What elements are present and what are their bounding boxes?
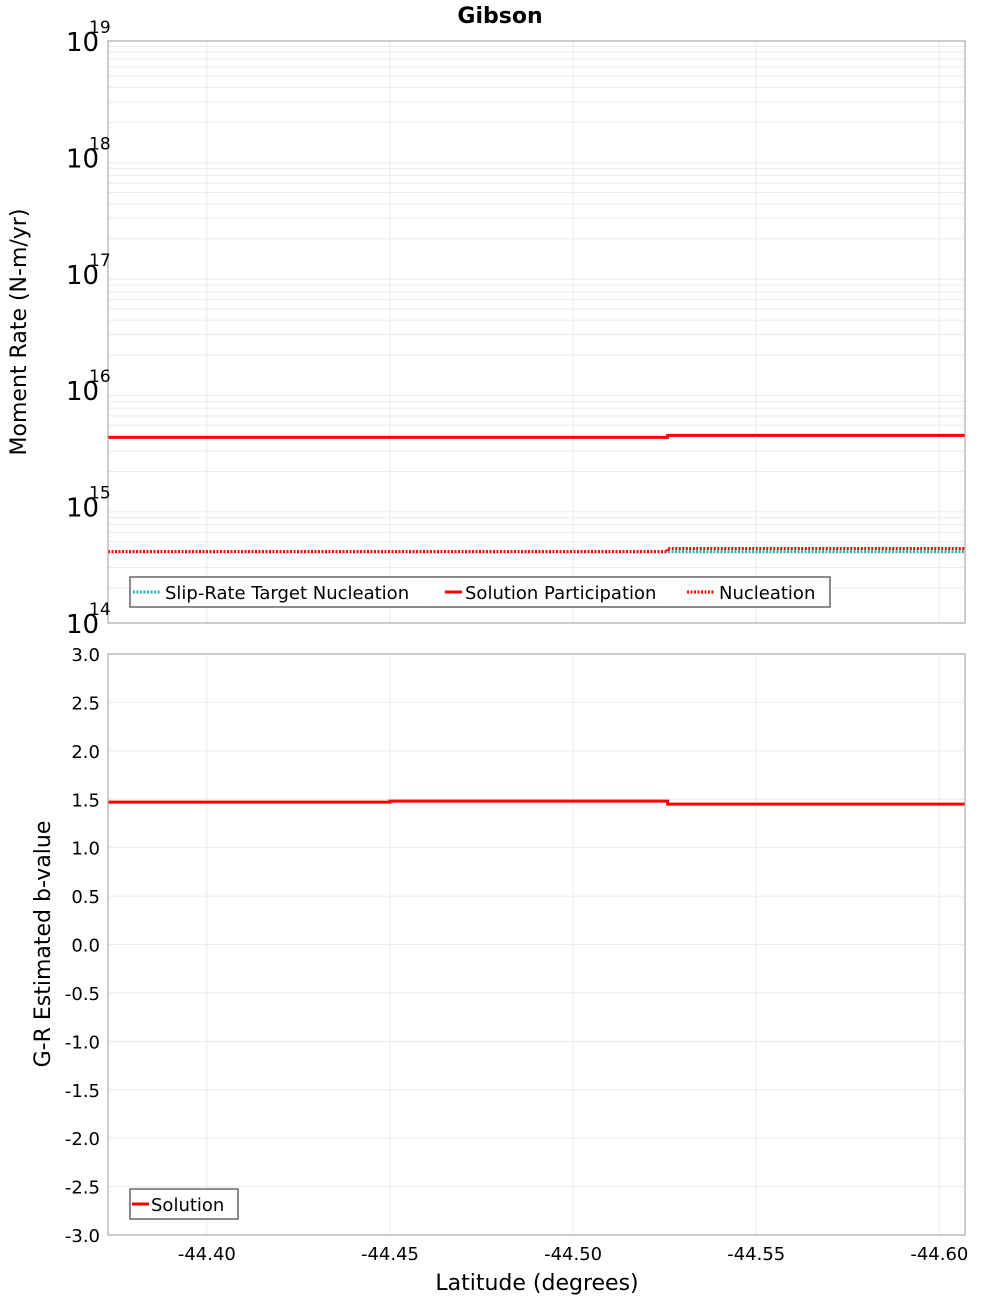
y-tick-label: 10 bbox=[66, 377, 99, 407]
legend-nucleation-label: Nucleation bbox=[719, 583, 815, 604]
y-tick-label: 2.5 bbox=[71, 693, 100, 714]
series-line bbox=[108, 799, 965, 806]
y-tick-label: -3.0 bbox=[65, 1226, 100, 1247]
y-tick-label: 10 bbox=[66, 28, 99, 58]
y-tick-label: 3.0 bbox=[71, 645, 100, 666]
legend-solution-participation-label: Solution Participation bbox=[465, 583, 656, 604]
y-tick-exponent: 15 bbox=[89, 484, 111, 504]
y-tick-label: 1.0 bbox=[71, 839, 100, 860]
x-tick-label: -44.55 bbox=[727, 1244, 785, 1265]
b-value-panel: 3.0 2.5 2.0 1.5 1.0 0.5 0.0 -0.5 -1.0 -1.5 -2.0 -2.… bbox=[31, 645, 968, 1296]
x-axis-label: Latitude (degrees) bbox=[435, 1271, 638, 1296]
chart-title: Gibson bbox=[457, 4, 542, 29]
bottom-y-axis-label: G-R Estimated b-value bbox=[31, 821, 56, 1068]
y-tick-label: 10 bbox=[66, 144, 99, 174]
x-tick-label: -44.40 bbox=[178, 1244, 236, 1265]
legend-solution-label: Solution bbox=[151, 1195, 224, 1216]
y-tick-label: -2.5 bbox=[65, 1178, 100, 1199]
y-tick-label: 2.0 bbox=[71, 742, 100, 763]
y-tick-exponent: 16 bbox=[89, 367, 111, 387]
y-tick-label: -2.0 bbox=[65, 1129, 100, 1150]
top-plot-area bbox=[108, 41, 965, 623]
y-tick-label: -1.0 bbox=[65, 1032, 100, 1053]
x-tick-label: -44.60 bbox=[910, 1244, 968, 1265]
top-series bbox=[108, 433, 965, 554]
y-tick-exponent: 18 bbox=[89, 134, 111, 154]
x-tick-label: -44.50 bbox=[544, 1244, 602, 1265]
y-tick-label: 10 bbox=[66, 494, 99, 524]
y-tick-label: 10 bbox=[66, 261, 99, 291]
y-tick-label: -1.5 bbox=[65, 1081, 100, 1102]
series-line bbox=[108, 433, 965, 439]
legend-target-nucleation-label: Slip-Rate Target Nucleation bbox=[165, 583, 409, 604]
y-tick-label: 10 bbox=[66, 610, 99, 640]
y-tick-exponent: 19 bbox=[89, 18, 111, 38]
y-tick-label: -0.5 bbox=[65, 984, 100, 1005]
top-legend: Slip-Rate Target Nucleation Solution Par… bbox=[129, 576, 831, 608]
series-line bbox=[108, 546, 965, 554]
bottom-legend: Solution bbox=[129, 1188, 239, 1220]
top-plot-frame bbox=[107, 40, 966, 624]
bottom-y-tick-labels: 3.0 2.5 2.0 1.5 1.0 0.5 0.0 -0.5 -1.0 -1.5 -2.0 -2.… bbox=[65, 645, 100, 1247]
x-tick-label: -44.45 bbox=[361, 1244, 419, 1265]
x-tick-labels: -44.40 -44.45 -44.50 -44.55 -44.60 bbox=[178, 1244, 969, 1265]
bottom-plot-frame bbox=[107, 653, 966, 1236]
y-tick-exponent: 17 bbox=[89, 251, 111, 271]
y-tick-label: 0.0 bbox=[71, 936, 100, 957]
y-tick-exponent: 14 bbox=[89, 600, 111, 620]
y-tick-label: 0.5 bbox=[71, 887, 100, 908]
top-gridlines bbox=[108, 41, 965, 623]
bottom-series bbox=[108, 799, 965, 806]
top-y-axis-label: Moment Rate (N-m/yr) bbox=[7, 209, 32, 456]
y-tick-label: 1.5 bbox=[71, 790, 100, 811]
